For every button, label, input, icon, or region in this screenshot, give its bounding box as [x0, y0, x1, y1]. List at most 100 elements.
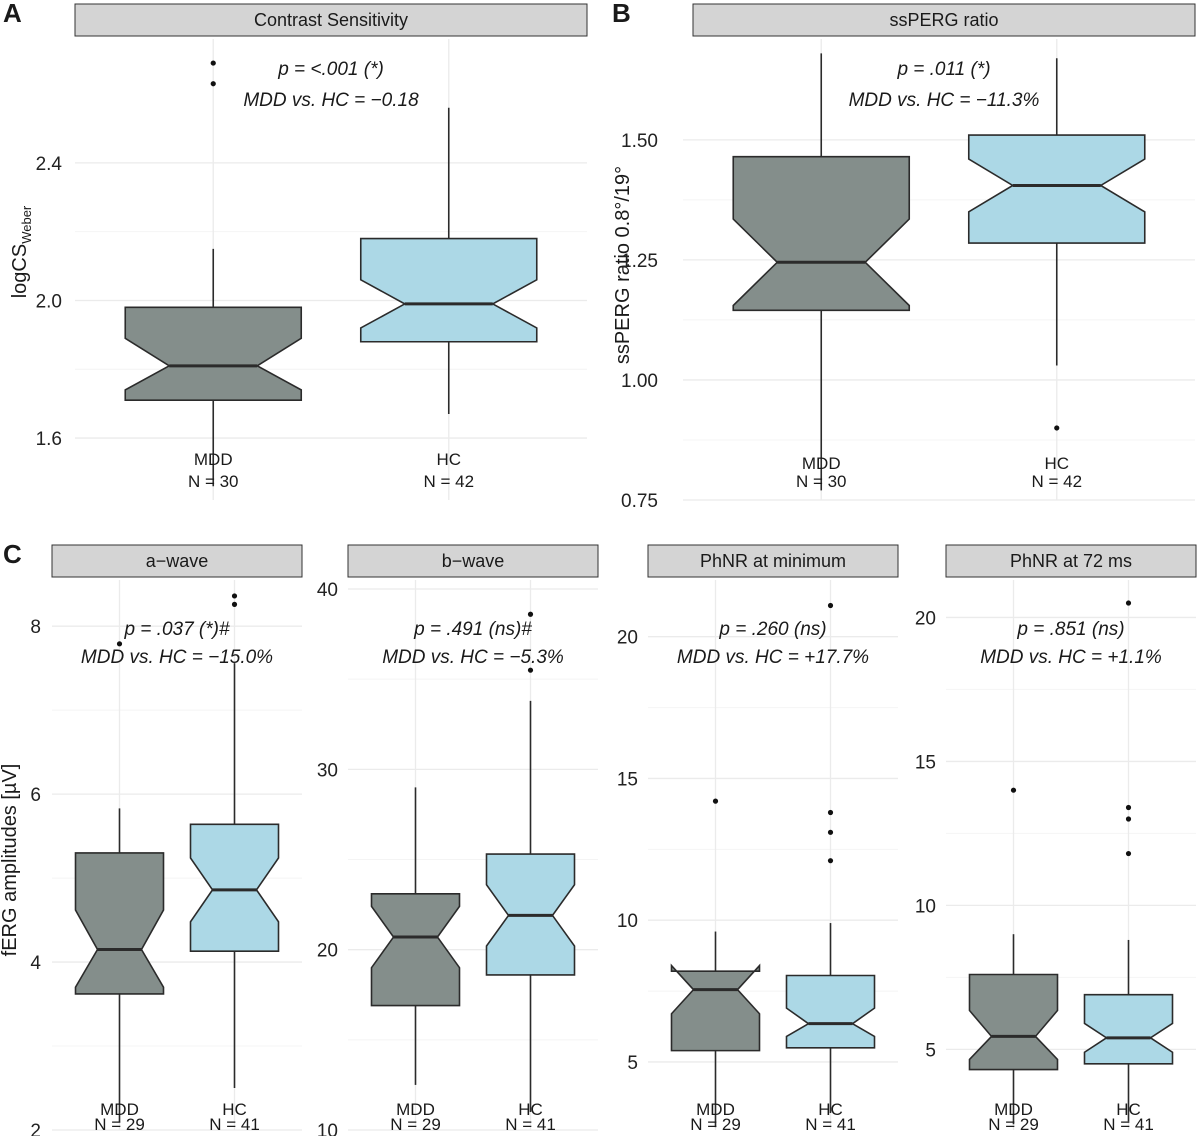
y-tick-label: 10 — [915, 896, 936, 917]
facet-title: a−wave — [146, 551, 209, 571]
group-size-label: N = 29 — [94, 1115, 145, 1134]
category-label: MDD — [100, 1100, 139, 1119]
group-size-label: N = 41 — [1103, 1115, 1154, 1134]
outlier-point — [1125, 804, 1132, 811]
panel-a: 1.6 2.0 2.4 Contrast Sensitivity MDD N = 30 HC… — [36, 3, 588, 500]
category-label: MDD — [194, 450, 233, 469]
outlier-point — [1125, 816, 1132, 822]
outlier-point — [231, 601, 238, 607]
box-hc — [189, 823, 280, 952]
category-label: MDD — [994, 1100, 1033, 1119]
y-tick-label: 10 — [617, 911, 638, 932]
y-tick-label: 15 — [915, 752, 936, 773]
outlier-point — [827, 829, 834, 835]
panel-letter-c: C — [3, 539, 22, 569]
outlier-point — [827, 809, 834, 816]
y-tick-label: 10 — [317, 1121, 338, 1136]
outlier-point — [1125, 850, 1132, 857]
stat-p-value: p = .851 (ns) — [1016, 619, 1124, 640]
outlier-point — [527, 611, 534, 617]
facet-title: Contrast Sensitivity — [254, 10, 408, 30]
y-axis-label-c: fERG amplitudes [µV] — [0, 764, 21, 957]
facet-strip — [945, 544, 1197, 578]
box-mdd — [124, 306, 303, 402]
outlier-point — [1125, 600, 1132, 606]
outlier-point — [827, 858, 834, 864]
y-axis-label-a-sub: Weber — [19, 205, 34, 244]
outlier-point — [231, 593, 238, 599]
stat-difference: MDD vs. HC = −0.18 — [243, 90, 419, 111]
group-size-label: N = 29 — [690, 1115, 741, 1134]
facet-title: PhNR at minimum — [700, 551, 846, 571]
stat-p-value: p = <.001 (*) — [277, 59, 384, 80]
group-size-label: N = 30 — [188, 472, 239, 491]
group-size-label: N = 29 — [988, 1115, 1039, 1134]
outlier-point — [116, 641, 123, 647]
y-axis-label-a: logCSWeber — [9, 205, 34, 298]
box-mdd — [370, 892, 461, 1007]
y-tick-label: 5 — [925, 1040, 936, 1061]
group-size-label: N = 41 — [209, 1115, 260, 1134]
box-hc — [359, 237, 538, 343]
box-hc — [1083, 993, 1174, 1065]
category-label: HC — [222, 1100, 247, 1119]
y-tick-label: 1.25 — [621, 251, 658, 272]
panel-letter-a: A — [3, 0, 22, 28]
box-mdd — [732, 155, 911, 312]
category-label: HC — [1044, 454, 1069, 473]
panel-letter-b: B — [612, 0, 631, 28]
y-tick-label: 40 — [317, 580, 338, 601]
y-tick-label: 1.00 — [621, 371, 658, 392]
facet-strip — [74, 3, 588, 37]
y-tick-label: 8 — [30, 617, 41, 638]
stat-p-value: p = .491 (ns)# — [413, 619, 532, 640]
y-tick-label: 15 — [617, 769, 638, 790]
facet-strip — [51, 544, 303, 578]
category-label: HC — [818, 1100, 843, 1119]
category-label: MDD — [396, 1100, 435, 1119]
outlier-point — [827, 602, 834, 609]
group-size-label: N = 42 — [1031, 472, 1082, 491]
y-tick-label: 1.6 — [36, 429, 62, 450]
y-tick-label: 20 — [617, 628, 638, 649]
category-label: HC — [1116, 1100, 1141, 1119]
stat-difference: MDD vs. HC = −5.3% — [382, 647, 564, 668]
y-tick-label: 2 — [30, 1121, 41, 1136]
category-label: HC — [518, 1100, 543, 1119]
outlier-point — [527, 667, 534, 673]
y-axis-label-b: ssPERG ratio 0.8°/19° — [612, 166, 634, 364]
stat-difference: MDD vs. HC = −15.0% — [81, 647, 273, 668]
outlier-point — [210, 60, 216, 66]
y-axis-label-a-main: logCS — [9, 244, 31, 298]
y-tick-label: 20 — [317, 941, 338, 962]
stat-p-value: p = .260 (ns) — [718, 619, 826, 640]
stat-difference: MDD vs. HC = +17.7% — [677, 647, 869, 668]
y-tick-label: 0.75 — [621, 491, 658, 512]
y-tick-label: 4 — [30, 953, 41, 974]
group-size-label: N = 30 — [796, 472, 847, 491]
group-size-label: N = 29 — [390, 1115, 441, 1134]
stat-p-value: p = .011 (*) — [896, 59, 990, 80]
box-mdd — [74, 852, 165, 995]
group-size-label: N = 42 — [423, 472, 474, 491]
facet-strip — [347, 544, 599, 578]
stat-difference: MDD vs. HC = +1.1% — [980, 647, 1162, 668]
stat-p-value: p = .037 (*)# — [123, 619, 230, 640]
group-size-label: N = 41 — [805, 1115, 856, 1134]
stat-difference: MDD vs. HC = −11.3% — [849, 90, 1040, 111]
y-tick-label: 20 — [915, 608, 936, 629]
box-mdd — [670, 963, 761, 1052]
facet-title: ssPERG ratio — [889, 10, 998, 30]
facet-strip — [692, 3, 1196, 37]
facet-title: PhNR at 72 ms — [1010, 551, 1132, 571]
facet-title: b−wave — [442, 551, 505, 571]
y-tick-label: 5 — [627, 1053, 638, 1074]
facet-strip — [647, 544, 899, 578]
